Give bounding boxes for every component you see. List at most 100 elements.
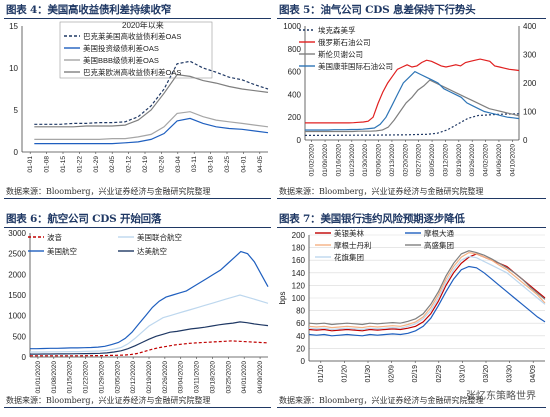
series-line-item (305, 113, 520, 137)
series-line-item (30, 250, 269, 350)
x-tick-label: 01/15/2020 (67, 361, 74, 394)
series-line-item (308, 255, 546, 331)
y-axis-title: bps (278, 292, 287, 305)
y-tick-label: 0 (14, 148, 19, 157)
panel-title: 图表 7：美国银行违约风险预期逐步降低 (279, 213, 465, 225)
x-tick-label: 04-01 (240, 156, 247, 173)
x-tick-label: 04/06/2020 (496, 144, 503, 177)
y-tick-label: 160 (292, 256, 306, 265)
x-tick-label: 02-05 (109, 156, 116, 173)
y-tick-label-right: 400 (523, 22, 537, 31)
series-line-item (30, 294, 269, 353)
legend-title: 2020年以来 (122, 20, 164, 30)
x-tick-label: 01/01/2020 (35, 361, 42, 394)
x-tick-label: 03/12/2020 (442, 144, 449, 177)
panel-title: 图表 6：航空公司 CDS 开始回落 (6, 213, 162, 225)
y-tick-label: 200 (288, 113, 302, 122)
y-tick-label: 1000 (8, 312, 26, 321)
x-tick-label: 02/05/2020 (114, 361, 121, 394)
legend-label: 巴克莱美国高收益债利差OAS (83, 31, 181, 41)
x-tick-label: 01/30 (365, 365, 372, 383)
series-line-oas (34, 117, 269, 145)
chart-airline-cds: 0 500 1000 1500 2000 2500 3000 01/01/2020 01/08/… (8, 229, 269, 394)
watermark: 张忆东策略世界 (466, 391, 536, 402)
y-tick-label: 80 (296, 307, 305, 316)
legend-label: 美国联合航空 (137, 232, 182, 242)
series-line-item (305, 58, 520, 124)
chart-panel-oil-cds: 图表 5：油气公司 CDS 息差保持下行势头 0 200 400 600 800 1000… (275, 0, 550, 208)
x-tick-label: 04/09/2020 (257, 361, 264, 394)
x-tick-label: 01-29 (93, 156, 100, 173)
x-tick-label: 02/19/2020 (146, 361, 153, 394)
legend-label: 斯伦贝谢公司 (318, 49, 363, 59)
x-tick-label: 01/02/2020 (309, 144, 316, 177)
x-tick-label: 03-18 (208, 156, 215, 173)
x-tick-label: 03/25/2020 (225, 361, 232, 394)
x-tick-label: 02-19 (142, 156, 149, 173)
x-tick-label: 04/02/2020 (483, 144, 490, 177)
series-line-item (305, 70, 520, 131)
x-tick-label: 01/30/2020 (362, 144, 369, 177)
legend-label: 美国康菲国际石油公司 (318, 61, 393, 71)
panel-source: 数据来源：Bloomberg，兴业证券经济与金融研究院整理 (279, 187, 484, 196)
series-line-item (30, 321, 269, 355)
x-tick-label: 03-25 (224, 156, 231, 173)
y-tick-label: 1000 (283, 22, 301, 31)
x-tick-label: 02-26 (158, 156, 165, 173)
x-tick-label: 01/23/2020 (349, 144, 356, 177)
x-tick-label: 04/09 (530, 365, 537, 383)
x-tick-label: 03/19/2020 (456, 144, 463, 177)
legend-label: 埃克森美孚 (318, 25, 356, 35)
y-tick-label: 180 (292, 244, 306, 253)
series-line-oas (34, 60, 269, 125)
x-tick-label: 02/09 (389, 365, 396, 383)
y-tick-label: 100 (292, 294, 306, 303)
chart-panel-airline-cds: 图表 6：航空公司 CDS 开始回落 0 500 1000 1500 2000 2500 3… (0, 209, 275, 417)
legend-box (59, 21, 213, 79)
legend-label: 花旗集团 (334, 252, 364, 262)
legend-label: 达美航空 (137, 246, 167, 256)
legend-label: 美国BBB级债利差OAS (83, 55, 159, 65)
y-tick-label: 500 (13, 332, 27, 341)
chart-bank-cds: 0 20 40 60 80 100 120 140 160 180 200 bps 01/10 01/20… (278, 228, 546, 383)
panel-title: 图表 4：美国高收益债利差持续收窄 (6, 4, 172, 16)
series-line-item (308, 253, 546, 332)
x-tick-label: 02/12/2020 (130, 361, 137, 394)
panel-header: 图表 5：油气公司 CDS 息差保持下行势头 (277, 2, 546, 19)
panel-header: 图表 7：美国银行违约风险预期逐步降低 (277, 211, 546, 228)
y-tick-label: 10 (9, 64, 18, 73)
y-tick-label-right: 0 (523, 136, 528, 145)
x-tick-label: 02/06/2020 (376, 144, 383, 177)
legend-label: 美银美林 (334, 228, 364, 238)
x-tick-label: 01-22 (76, 156, 83, 173)
chart-hy-spreads: 0 5 10 15 01-01 01-08 01-15 01-22 01-29 02-05 02-1… (9, 20, 269, 173)
x-tick-label: 02/19 (412, 365, 419, 383)
legend-label: 美国航空 (47, 246, 77, 256)
x-tick-label: 02/27/2020 (416, 144, 423, 177)
x-tick-label: 03/04/2020 (178, 361, 185, 394)
x-tick-label: 01/09/2020 (322, 144, 329, 177)
x-tick-label: 02/26/2020 (162, 361, 169, 394)
x-tick-label: 03/05/2020 (429, 144, 436, 177)
x-tick-label: 02/20/2020 (402, 144, 409, 177)
x-tick-label: 04/10/2020 (509, 144, 516, 177)
source-divider (277, 407, 546, 408)
series-line-item (308, 265, 546, 337)
series-line-item (308, 251, 546, 329)
x-tick-label: 01/29/2020 (98, 361, 105, 394)
chart-panel-hy-spreads: 图表 4：美国高收益债利差持续收窄 0 5 10 15 01-01 01-08 01-15 0… (0, 0, 275, 208)
y-tick-label: 120 (292, 281, 306, 290)
series-line-item (305, 79, 520, 133)
x-tick-label: 03/30 (507, 365, 514, 383)
y-tick-label: 800 (288, 45, 302, 54)
y-tick-label: 200 (292, 231, 306, 240)
y-tick-label: 2000 (8, 270, 26, 279)
y-tick-label: 0 (301, 357, 306, 366)
x-tick-label: 03-11 (191, 156, 198, 173)
x-tick-label: 02/29 (436, 365, 443, 383)
x-tick-label: 01/08/2020 (51, 361, 58, 394)
x-tick-label: 04-05 (257, 156, 264, 173)
series-line-oas (34, 74, 269, 128)
x-tick-label: 03/18/2020 (209, 361, 216, 394)
chart-oil-cds: 0 200 400 600 800 1000 0 100 200 300 400 01/02/2020… (283, 22, 537, 177)
